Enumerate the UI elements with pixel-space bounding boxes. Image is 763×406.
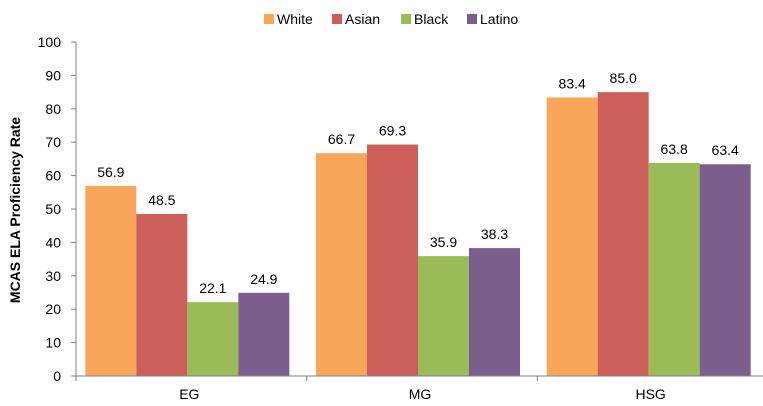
y-tick-label: 60 — [45, 168, 61, 184]
x-category-label: MG — [409, 386, 432, 402]
bar-latino-eg — [238, 292, 290, 376]
y-axis-title: MCAS ELA Proficiency Rate — [7, 117, 23, 303]
legend-label-asian: Asian — [345, 11, 380, 27]
legend-swatch-latino — [467, 14, 477, 24]
y-tick-label: 70 — [45, 134, 61, 150]
y-tick-label: 10 — [45, 335, 61, 351]
data-label: 38.3 — [481, 226, 508, 242]
data-label: 35.9 — [430, 234, 457, 250]
y-axis: 0 10 20 30 40 50 60 70 80 90 100 — [38, 34, 77, 384]
data-label: 85.0 — [610, 70, 637, 86]
bar-latino-hsg — [699, 164, 751, 376]
bar-black-eg — [187, 302, 239, 376]
y-tick-label: 80 — [45, 101, 61, 117]
legend-label-white: White — [277, 11, 313, 27]
legend: White Asian Black Latino — [264, 11, 518, 27]
legend-label-black: Black — [414, 11, 449, 27]
data-label: 83.4 — [559, 75, 586, 91]
y-tick-label: 40 — [45, 234, 61, 250]
data-label: 63.8 — [661, 141, 688, 157]
y-axis-title-group: MCAS ELA Proficiency Rate — [7, 117, 23, 303]
bar-asian-mg — [367, 144, 418, 376]
bar-asian-eg — [136, 214, 188, 376]
bar-white-hsg — [546, 97, 598, 376]
data-label: 63.4 — [712, 142, 739, 158]
y-tick-label: 20 — [45, 301, 61, 317]
bar-white-mg — [316, 153, 367, 376]
y-tick-label: 100 — [38, 34, 62, 50]
data-label: 56.9 — [97, 164, 124, 180]
data-label: 48.5 — [148, 192, 175, 208]
bars: 56.9 48.5 22.1 24.9 66.7 69.3 35.9 38.3 83.4 85.0… — [85, 70, 751, 376]
y-tick-label: 0 — [53, 368, 61, 384]
data-label: 22.1 — [199, 280, 226, 296]
legend-label-latino: Latino — [480, 11, 518, 27]
bar-asian-hsg — [597, 92, 649, 376]
legend-swatch-white — [264, 14, 274, 24]
data-label: 66.7 — [328, 131, 355, 147]
bar-white-eg — [85, 185, 137, 376]
y-tick-label: 30 — [45, 268, 61, 284]
legend-swatch-asian — [332, 14, 342, 24]
data-label: 24.9 — [250, 271, 277, 287]
bar-black-hsg — [648, 162, 700, 376]
legend-swatch-black — [401, 14, 411, 24]
y-tick-label: 50 — [45, 201, 61, 217]
bar-latino-mg — [469, 248, 520, 376]
x-axis: EG MG HSG — [75, 375, 763, 402]
x-category-label: HSG — [635, 386, 665, 402]
bar-black-mg — [418, 256, 469, 376]
y-tick-label: 90 — [45, 67, 61, 83]
x-category-label: EG — [179, 386, 199, 402]
data-label: 69.3 — [379, 123, 406, 139]
